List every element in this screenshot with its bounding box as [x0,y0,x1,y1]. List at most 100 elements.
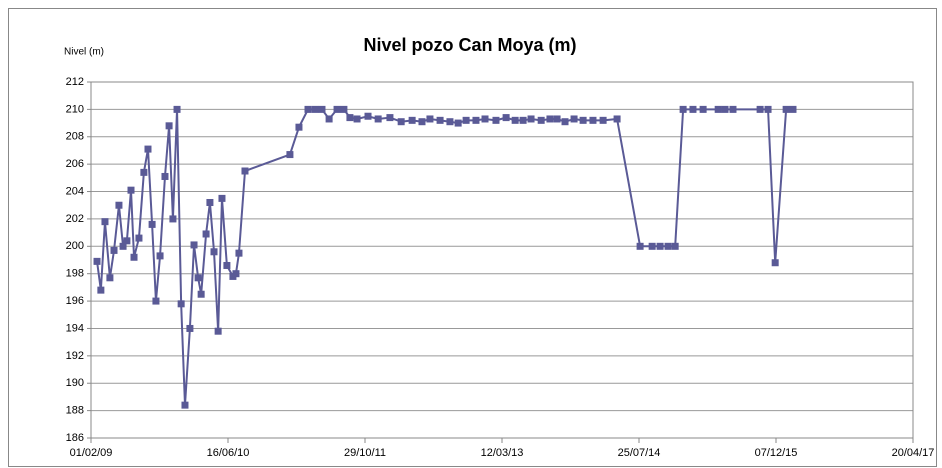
data-point [789,105,797,113]
data-point [340,105,348,113]
chart-frame [8,8,937,467]
y-tick-label: 206 [66,158,84,170]
data-point [106,274,114,282]
data-point [579,116,587,124]
data-point [782,105,790,113]
data-point [110,246,118,254]
data-point [519,116,527,124]
data-point [232,270,240,278]
data-point [553,115,561,123]
x-tick-label: 16/06/10 [207,447,250,459]
data-point [218,194,226,202]
data-point [156,252,164,260]
y-tick-label: 196 [66,295,84,307]
y-tick-label: 192 [66,350,84,362]
data-point [689,105,697,113]
data-point [729,105,737,113]
y-tick-label: 208 [66,131,84,143]
data-point [426,115,434,123]
data-point [177,300,185,308]
data-point [502,114,510,122]
data-point [648,242,656,250]
data-point [408,116,416,124]
data-point [190,241,198,249]
data-point [454,119,462,127]
data-point [756,105,764,113]
data-point [210,248,218,256]
y-tick-label: 186 [66,432,84,444]
x-tick-label: 01/02/09 [70,447,113,459]
data-point [148,220,156,228]
data-point [721,105,729,113]
data-point [589,116,597,124]
data-point [115,201,123,209]
data-point [386,114,394,122]
data-point [181,401,189,409]
data-point [235,249,243,257]
data-point [397,118,405,126]
data-point [241,167,249,175]
data-point [664,242,672,250]
y-axis-label: Nivel (m) [64,47,104,58]
data-point [165,122,173,130]
data-point [333,105,341,113]
data-point [679,105,687,113]
x-tick-label: 07/12/15 [755,447,798,459]
y-tick-label: 188 [66,405,84,417]
y-tick-label: 202 [66,213,84,225]
data-point [599,116,607,124]
data-point [223,261,231,269]
x-tick-label: 29/10/11 [344,447,386,459]
data-point [93,257,101,265]
data-point [214,327,222,335]
x-tick-label: 12/03/13 [481,447,524,459]
data-point [318,105,326,113]
data-point [135,234,143,242]
data-point [353,115,361,123]
data-point [202,230,210,238]
data-point [561,118,569,126]
data-point [169,215,177,223]
data-point [173,105,181,113]
data-point [206,198,214,206]
data-point [546,115,554,123]
data-point [436,116,444,124]
data-point [771,259,779,267]
y-tick-label: 210 [66,103,84,115]
y-tick-label: 204 [66,185,84,197]
y-tick-label: 212 [66,76,84,88]
data-point [492,116,500,124]
data-point [570,115,578,123]
data-point [537,116,545,124]
data-point [304,105,312,113]
data-point [511,116,519,124]
data-point [197,290,205,298]
data-point [714,105,722,113]
data-point [295,123,303,131]
data-point [636,242,644,250]
data-point [123,237,131,245]
y-tick-label: 194 [66,322,84,334]
data-point [656,242,664,250]
data-point [140,168,148,176]
data-point [130,253,138,261]
data-point [418,118,426,126]
data-point [186,324,194,332]
data-point [119,242,127,250]
data-point [481,115,489,123]
data-point [472,116,480,124]
data-point [161,172,169,180]
y-tick-label: 190 [66,377,84,389]
data-point [374,115,382,123]
data-point [311,105,319,113]
y-tick-label: 200 [66,240,84,252]
data-point [346,114,354,122]
x-tick-label: 20/04/17 [892,447,935,459]
data-point [446,118,454,126]
data-point [613,115,621,123]
x-tick-label: 25/07/14 [618,447,661,459]
data-point [152,297,160,305]
data-point [127,186,135,194]
data-point [194,274,202,282]
